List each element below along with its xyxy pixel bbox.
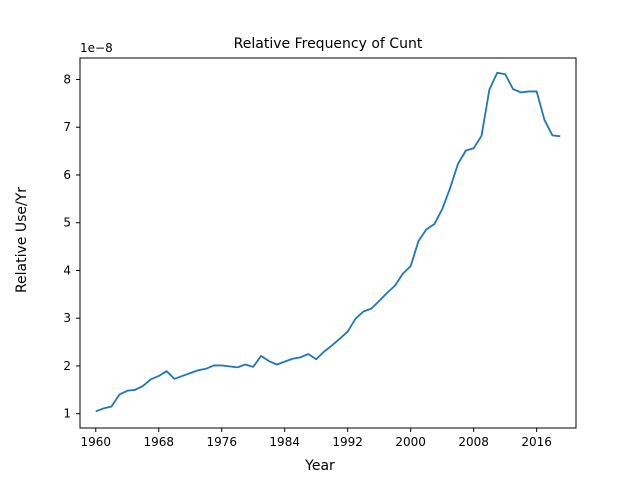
x-tick-label: 1960 xyxy=(80,435,111,449)
x-tick-label: 1968 xyxy=(143,435,174,449)
y-tick-label: 7 xyxy=(63,120,71,134)
y-axis-label: Relative Use/Yr xyxy=(14,187,30,293)
y-tick-label: 8 xyxy=(63,72,71,86)
y-tick-label: 1 xyxy=(63,407,71,421)
x-tick-label: 2000 xyxy=(395,435,426,449)
y-offset-text: 1e−8 xyxy=(80,41,113,55)
y-axis: 1 2 3 4 5 6 7 8 xyxy=(63,72,80,421)
x-axis-label: Year xyxy=(304,458,335,474)
x-tick-label: 2016 xyxy=(521,435,552,449)
y-tick-label: 4 xyxy=(63,263,71,277)
y-tick-label: 2 xyxy=(63,359,71,373)
x-tick-label: 2008 xyxy=(458,435,489,449)
x-tick-label: 1976 xyxy=(206,435,237,449)
chart-title: Relative Frequency of Cunt xyxy=(234,36,423,52)
series-layer xyxy=(95,71,561,413)
x-tick-label: 1984 xyxy=(269,435,300,449)
y-tick-label: 6 xyxy=(63,168,71,182)
y-tick-label: 5 xyxy=(63,216,71,230)
y-tick-label: 3 xyxy=(63,311,71,325)
x-tick-label: 1992 xyxy=(332,435,363,449)
plot-frame xyxy=(79,57,577,429)
x-axis: 1960 1968 1976 1984 1992 2000 2008 2016 xyxy=(80,428,552,449)
series-line xyxy=(95,71,561,413)
